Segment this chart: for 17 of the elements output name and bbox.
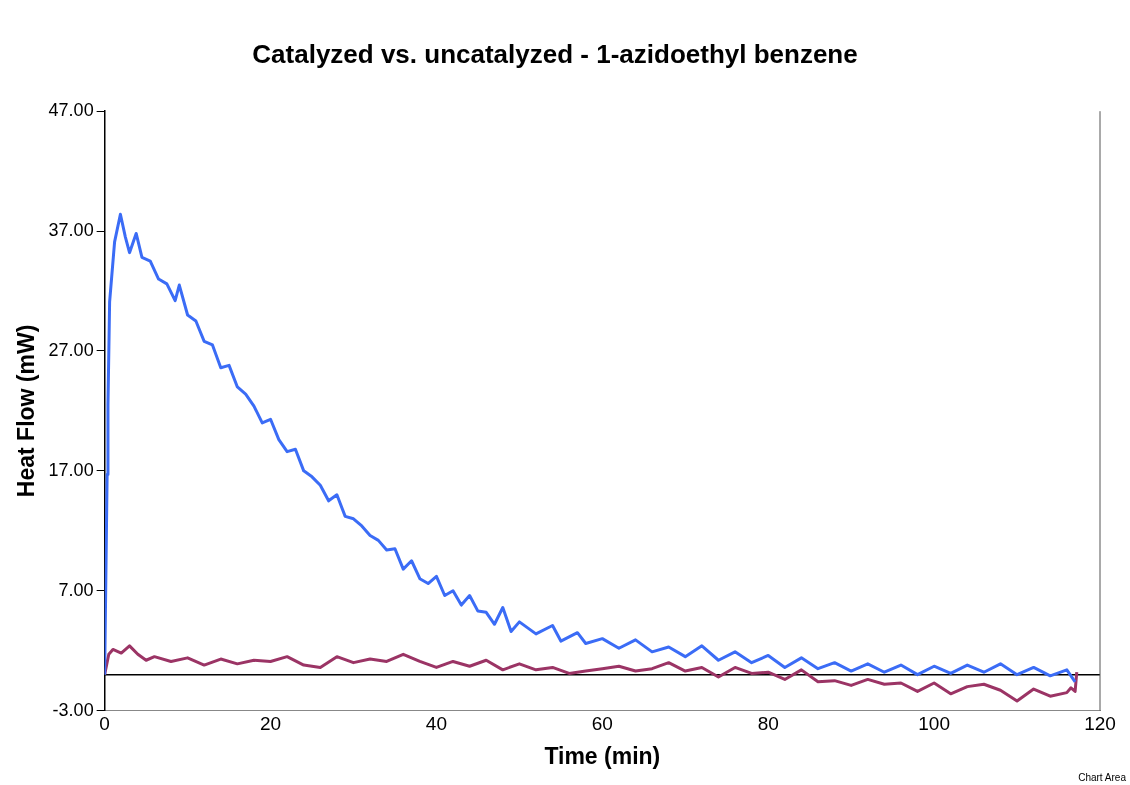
x-tick-label: 60	[591, 713, 613, 735]
y-tick-label: 47.00	[48, 100, 94, 121]
y-tick-label: 17.00	[48, 459, 94, 480]
chart-title: Catalyzed vs. uncatalyzed - 1-azidoethyl benzene	[252, 38, 858, 69]
x-axis-title: Time (min)	[544, 742, 661, 769]
x-tick-label: 40	[425, 713, 447, 735]
x-tick-label: 0	[99, 713, 110, 735]
text: Chart Area	[1078, 772, 1126, 783]
x-tick-label: 120	[1084, 713, 1116, 735]
y-axis-title: Heat Flow (mW)	[13, 324, 40, 498]
x-tick-label: 20	[259, 713, 282, 735]
y-tick-label: 37.00	[48, 220, 94, 241]
x-tick-label: 80	[757, 713, 779, 735]
y-tick-label: 7.00	[58, 579, 94, 600]
y-tick-label: 27.00	[48, 339, 94, 360]
y-tick-label: -3.00	[52, 699, 94, 720]
x-tick-label: 100	[918, 713, 950, 735]
